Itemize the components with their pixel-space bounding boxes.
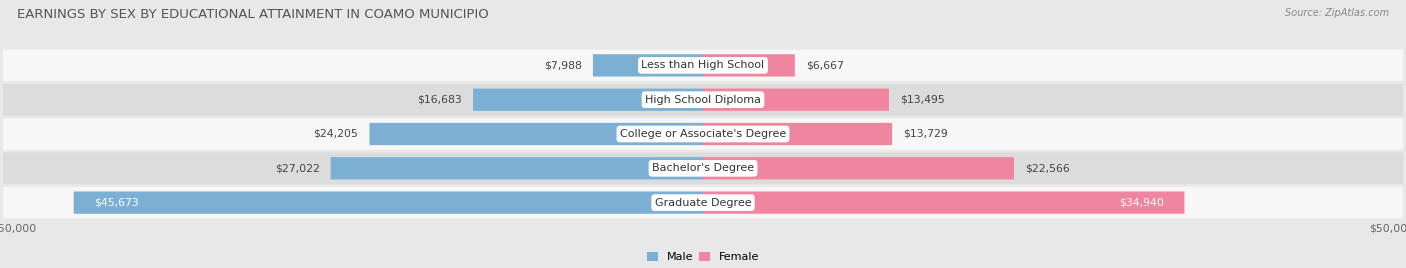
Text: $22,566: $22,566	[1025, 163, 1070, 173]
FancyBboxPatch shape	[370, 123, 703, 145]
Text: College or Associate's Degree: College or Associate's Degree	[620, 129, 786, 139]
FancyBboxPatch shape	[703, 191, 1184, 214]
Text: High School Diploma: High School Diploma	[645, 95, 761, 105]
Text: Source: ZipAtlas.com: Source: ZipAtlas.com	[1285, 8, 1389, 18]
Text: $27,022: $27,022	[274, 163, 319, 173]
FancyBboxPatch shape	[3, 118, 1403, 150]
FancyBboxPatch shape	[593, 54, 703, 77]
FancyBboxPatch shape	[703, 54, 794, 77]
Text: $13,495: $13,495	[900, 95, 945, 105]
FancyBboxPatch shape	[3, 152, 1403, 184]
FancyBboxPatch shape	[3, 187, 1403, 218]
FancyBboxPatch shape	[474, 88, 703, 111]
Text: $16,683: $16,683	[418, 95, 463, 105]
Text: $24,205: $24,205	[314, 129, 359, 139]
Text: $45,673: $45,673	[94, 198, 139, 208]
Text: $7,988: $7,988	[544, 60, 582, 70]
FancyBboxPatch shape	[3, 84, 1403, 116]
Text: $13,729: $13,729	[903, 129, 948, 139]
Text: $34,940: $34,940	[1119, 198, 1164, 208]
FancyBboxPatch shape	[3, 50, 1403, 81]
Text: EARNINGS BY SEX BY EDUCATIONAL ATTAINMENT IN COAMO MUNICIPIO: EARNINGS BY SEX BY EDUCATIONAL ATTAINMEN…	[17, 8, 489, 21]
Text: Less than High School: Less than High School	[641, 60, 765, 70]
Legend: Male, Female: Male, Female	[647, 252, 759, 262]
FancyBboxPatch shape	[330, 157, 703, 180]
Text: Bachelor's Degree: Bachelor's Degree	[652, 163, 754, 173]
FancyBboxPatch shape	[73, 191, 703, 214]
FancyBboxPatch shape	[703, 123, 893, 145]
Text: Graduate Degree: Graduate Degree	[655, 198, 751, 208]
FancyBboxPatch shape	[703, 88, 889, 111]
FancyBboxPatch shape	[703, 157, 1014, 180]
Text: $6,667: $6,667	[806, 60, 844, 70]
